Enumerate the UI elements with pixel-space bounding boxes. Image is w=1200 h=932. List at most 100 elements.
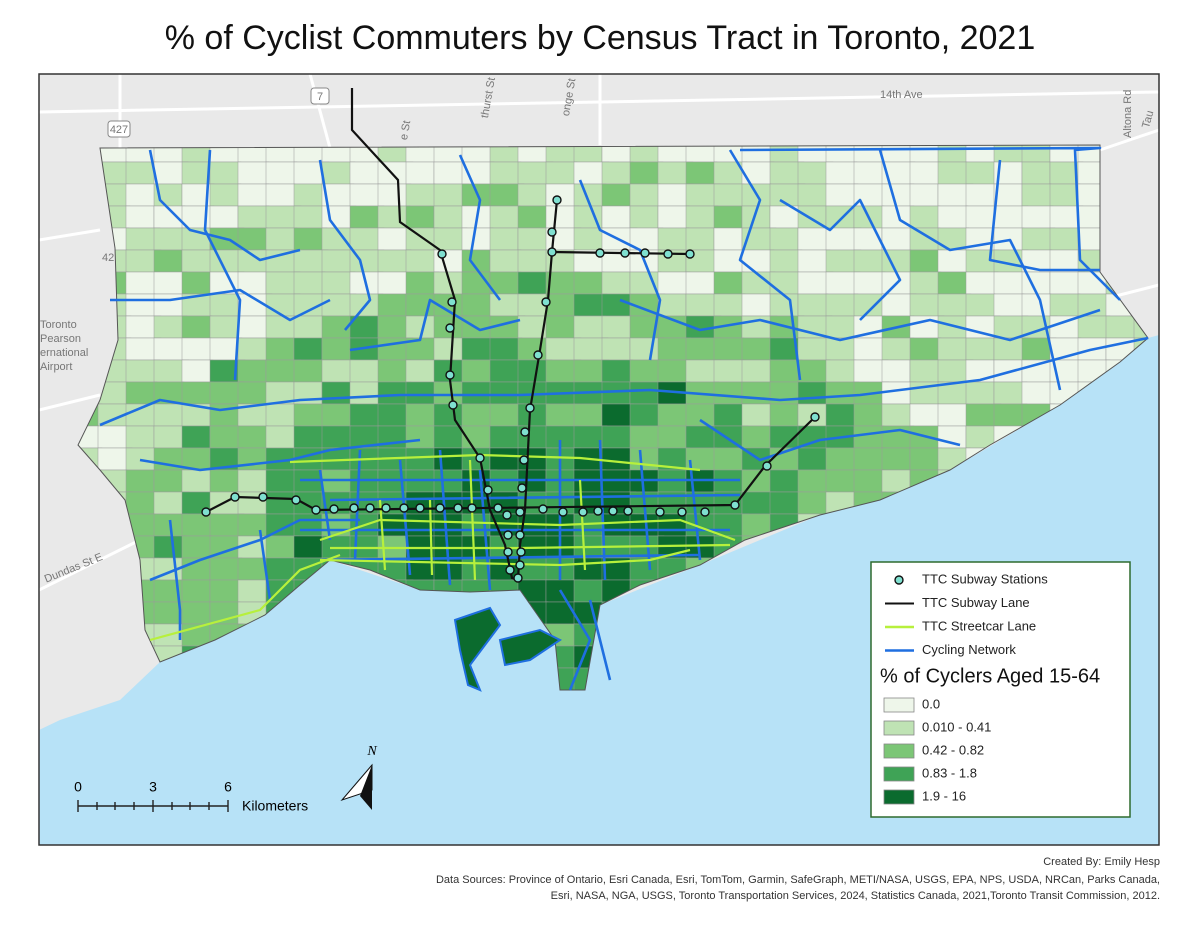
roads	[39, 74, 1159, 592]
census-tract	[965, 293, 996, 317]
census-tract	[125, 183, 159, 207]
census-tract	[965, 271, 999, 295]
basemap-label: 42	[102, 252, 114, 264]
legend-class-label: 1.9 - 16	[922, 788, 966, 803]
census-tract	[489, 359, 520, 383]
census-tract	[377, 403, 408, 427]
subway-station	[520, 427, 530, 437]
census-tract	[405, 227, 439, 251]
census-tract	[629, 205, 659, 229]
census-tract	[909, 271, 942, 295]
census-tract	[153, 425, 184, 449]
basemap-label: e St	[398, 120, 413, 141]
basemap-label: 427	[110, 124, 128, 136]
census-tract	[125, 293, 156, 317]
census-tract	[601, 447, 634, 471]
census-tract	[657, 293, 687, 317]
census-tract	[489, 161, 522, 185]
census-tract	[601, 403, 635, 427]
legend-item-label: Cycling Network	[922, 642, 1016, 657]
census-tract	[237, 249, 268, 273]
census-tract	[181, 579, 211, 603]
census-tract	[797, 381, 828, 405]
census-tract	[237, 381, 271, 405]
census-tract	[741, 161, 775, 185]
subway-station	[515, 530, 525, 540]
census-tract	[573, 315, 607, 339]
census-tract	[377, 315, 411, 339]
census-tract	[713, 227, 743, 251]
census-tract	[601, 161, 634, 185]
census-tract	[405, 403, 439, 427]
census-tract	[489, 337, 523, 361]
basemap-label: Tau	[1140, 109, 1156, 129]
census-tract	[601, 381, 631, 405]
census-tract	[601, 425, 633, 449]
credit-sources: Esri, NASA, NGA, USGS, Toronto Transport…	[551, 890, 1160, 902]
legend-class-label: 0.0	[922, 696, 940, 711]
subway-station	[447, 297, 457, 307]
census-tract	[517, 183, 547, 207]
census-tract	[1049, 227, 1081, 251]
census-tract	[769, 293, 799, 317]
census-tract	[797, 227, 828, 251]
subway-station	[230, 492, 240, 502]
census-tract	[209, 425, 240, 449]
subway-station	[533, 350, 543, 360]
census-tract	[125, 381, 158, 405]
census-tract	[713, 359, 746, 383]
subway-station	[538, 504, 548, 514]
census-tract	[209, 315, 240, 339]
census-tract	[405, 249, 439, 273]
subway-station	[547, 227, 557, 237]
census-tract	[293, 315, 325, 339]
census-tract	[853, 271, 886, 295]
subway-station	[201, 507, 211, 517]
census-tract	[181, 469, 212, 493]
census-tract	[237, 161, 270, 185]
legend-item-label: TTC Subway Stations	[922, 571, 1048, 586]
census-tract	[657, 425, 687, 449]
subway-station	[515, 507, 525, 517]
census-tract	[741, 249, 775, 273]
legend-symbol	[894, 575, 904, 585]
census-tract	[937, 249, 970, 273]
census-tract	[265, 403, 299, 427]
census-tract	[265, 161, 298, 185]
subway-station	[595, 248, 605, 258]
subway-station	[558, 507, 568, 517]
census-tract	[153, 535, 187, 559]
census-tract	[629, 183, 661, 207]
census-tract	[181, 161, 211, 185]
legend-swatch	[883, 766, 915, 782]
census-tract	[741, 359, 772, 383]
basemap-label: Toronto	[40, 319, 77, 331]
census-tract	[601, 271, 631, 295]
census-tract	[181, 381, 215, 405]
north-arrow: N	[340, 744, 377, 810]
census-tract	[153, 249, 183, 273]
basemap-label: Airport	[40, 361, 72, 373]
census-tract	[405, 205, 435, 229]
census-tract	[713, 337, 745, 361]
census-tract	[461, 293, 495, 317]
census-tract	[293, 205, 324, 229]
census-tract	[573, 557, 604, 581]
basemap-label: 7	[317, 91, 323, 103]
census-tract	[517, 271, 551, 295]
census-tract	[881, 359, 911, 383]
census-tract	[237, 183, 270, 207]
subway-station	[762, 461, 772, 471]
subway-station	[502, 510, 512, 520]
census-tract	[489, 205, 521, 229]
scale-tick-label: 0	[74, 779, 82, 795]
census-tract	[657, 403, 690, 427]
census-tract	[937, 403, 969, 427]
census-tract	[741, 381, 774, 405]
census-tract	[713, 271, 745, 295]
map-body: 14th Ave 7 427 42 thurst St onge St e St…	[39, 74, 1159, 845]
census-tract	[209, 205, 239, 229]
census-tract	[685, 161, 718, 185]
subway-station	[503, 530, 513, 540]
census-tract	[573, 227, 604, 251]
